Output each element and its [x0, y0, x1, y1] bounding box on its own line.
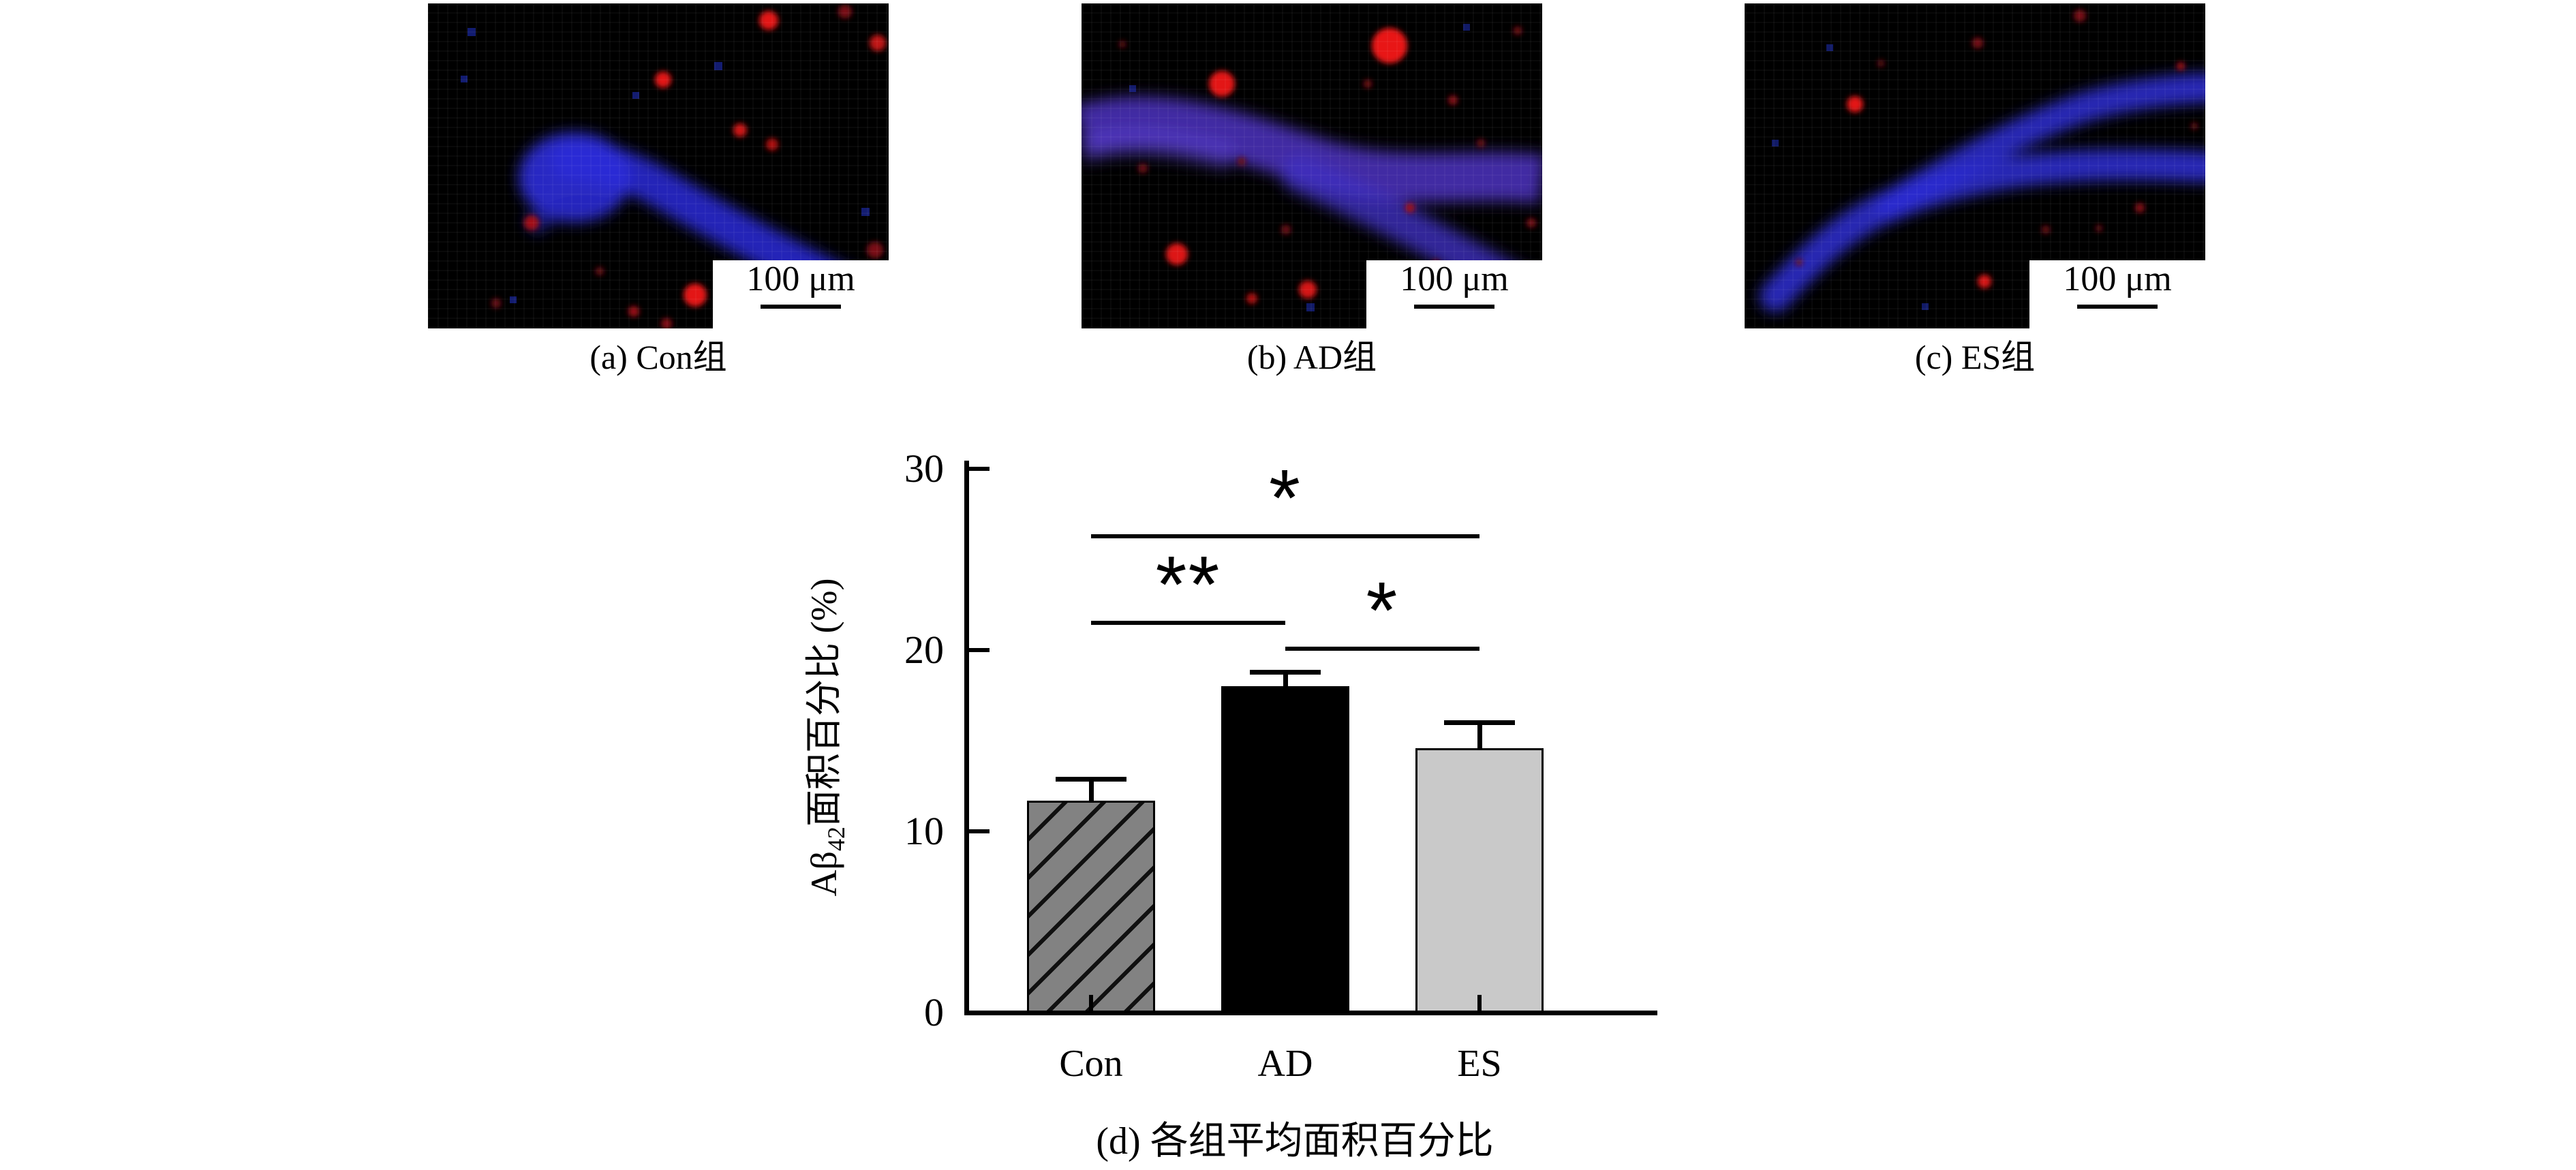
error-bar-stem: [1283, 672, 1288, 686]
chart-caption: (d) 各组平均面积百分比: [1096, 1120, 1494, 1163]
x-tick-label-ad: AD: [1257, 1043, 1313, 1085]
y-tick-label: 0: [924, 990, 944, 1034]
fluorescence-image-es: 100 μm: [1745, 3, 2205, 328]
significance-star-3: *: [1366, 566, 1399, 656]
x-tick-label-con: Con: [1059, 1043, 1123, 1085]
bar-ad: [1221, 686, 1349, 1013]
error-bar-cap: [1056, 777, 1126, 782]
significance-star-1: *: [1269, 453, 1302, 543]
error-bar-cap: [1444, 720, 1515, 725]
significance-star-2: **: [1155, 540, 1221, 630]
panel-caption-con: (a) Con组: [589, 338, 727, 376]
scalebar-line: [2077, 305, 2158, 309]
scalebar-label: 100 μm: [1400, 260, 1509, 298]
error-bar-stem: [1089, 779, 1094, 801]
y-axis-label: Aβ42面积百分比 (%): [803, 578, 850, 897]
y-tick: [969, 467, 990, 471]
panel-caption-es: (c) ES组: [1914, 338, 2036, 376]
baseline-tick: [1283, 995, 1287, 1013]
y-tick-label: 20: [904, 628, 944, 672]
scalebar-line: [761, 305, 841, 309]
significance-line-3: [1285, 647, 1479, 651]
bar-con: [1027, 801, 1155, 1013]
fluorescence-image-ad: 100 μm: [1082, 3, 1542, 328]
panel-caption-ad: (b) AD组: [1246, 338, 1377, 376]
y-axis: [964, 461, 969, 1015]
scalebar-label: 100 μm: [746, 260, 855, 298]
fluorescence-art-es: [1745, 3, 2205, 328]
y-tick-label: 30: [904, 446, 944, 491]
significance-line-1: [1091, 534, 1479, 538]
scalebar-box: 100 μm: [713, 260, 889, 328]
y-tick: [969, 829, 990, 833]
x-axis: [964, 1011, 1657, 1015]
y-tick-label: 10: [904, 809, 944, 853]
error-bar-cap: [1250, 670, 1321, 675]
bar-es: [1415, 748, 1544, 1013]
fluorescence-image-con: 100 μm: [428, 3, 889, 328]
error-bar-stem: [1477, 722, 1482, 748]
scalebar-box: 100 μm: [2029, 260, 2205, 328]
scalebar-label: 100 μm: [2063, 260, 2172, 298]
scalebar-box: 100 μm: [1366, 260, 1542, 328]
scalebar-line: [1414, 305, 1494, 309]
significance-line-2: [1091, 621, 1285, 625]
baseline-tick: [1089, 995, 1093, 1013]
baseline-tick: [1477, 995, 1482, 1013]
x-tick-label-es: ES: [1457, 1043, 1502, 1085]
y-tick: [969, 648, 990, 652]
